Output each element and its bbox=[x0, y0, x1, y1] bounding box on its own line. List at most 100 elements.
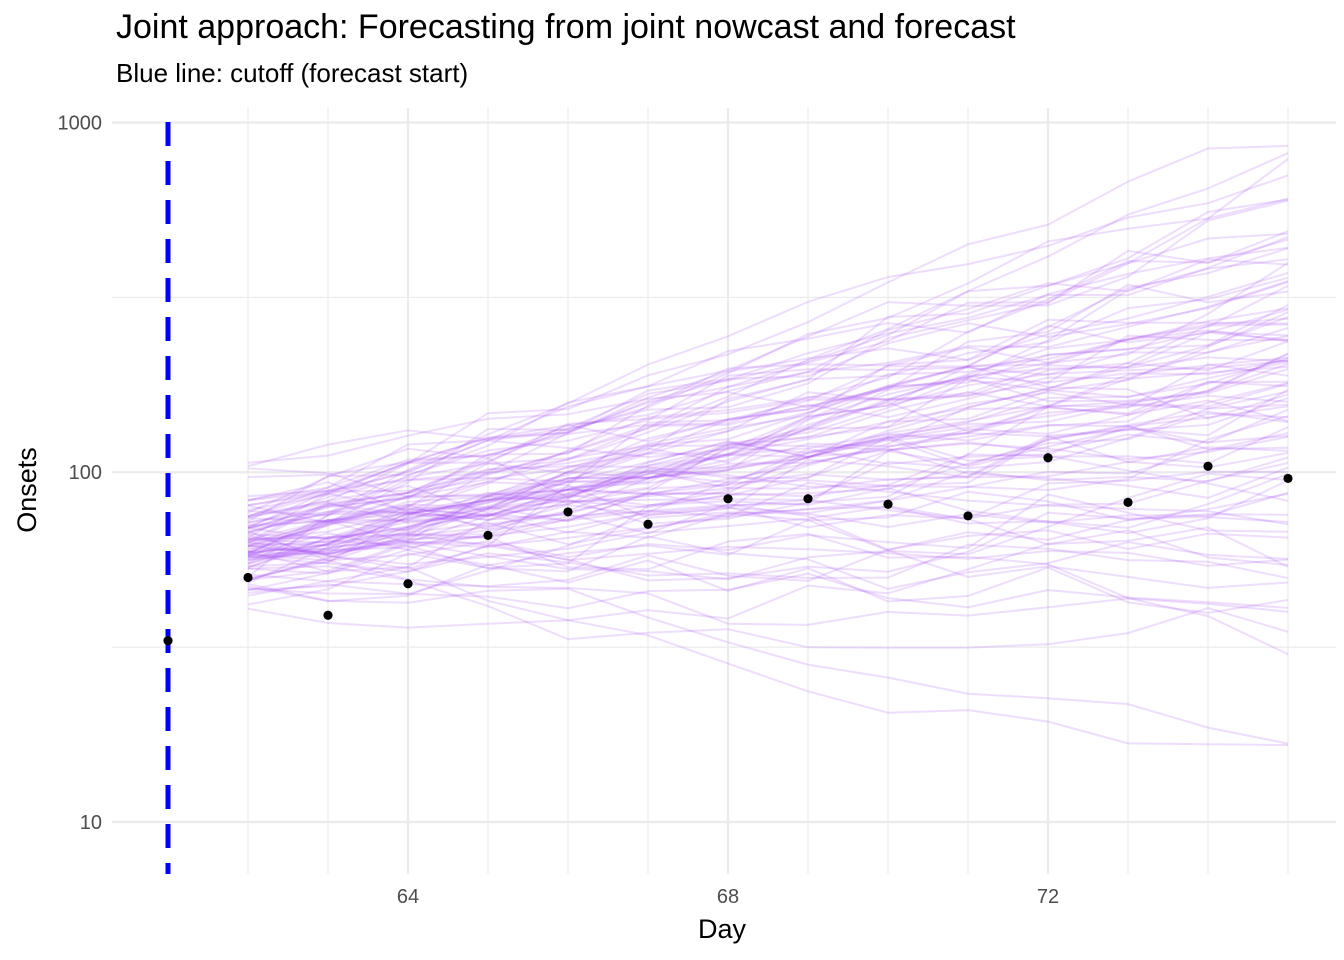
forecast-sample-line bbox=[247, 410, 1289, 544]
forecast-sample-line bbox=[247, 526, 1289, 629]
observed-point bbox=[563, 507, 573, 517]
forecast-sample-line bbox=[247, 423, 1289, 533]
forecast-sample-line bbox=[247, 519, 1289, 589]
forecast-sample-line bbox=[247, 382, 1289, 565]
forecast-sample-line bbox=[247, 550, 1289, 746]
observed-point bbox=[163, 636, 173, 646]
forecast-sample-line bbox=[247, 174, 1289, 533]
forecast-sample-line bbox=[247, 572, 1289, 610]
observed-point bbox=[723, 494, 733, 504]
forecast-sample-line bbox=[247, 258, 1289, 528]
observed-point bbox=[963, 511, 973, 521]
forecast-sample-line bbox=[247, 543, 1289, 591]
forecast-sample-line bbox=[247, 472, 1289, 542]
forecast-sample-line bbox=[247, 490, 1289, 546]
forecast-sample-line bbox=[247, 553, 1289, 626]
forecast-sample-line bbox=[247, 152, 1289, 529]
forecast-sample-line bbox=[247, 363, 1289, 584]
forecast-sample-line bbox=[247, 261, 1289, 597]
forecast-sample-line bbox=[247, 353, 1289, 554]
forecast-sample-line bbox=[247, 462, 1289, 592]
forecast-sample-line bbox=[247, 399, 1289, 541]
y-tick-label: 10 bbox=[80, 812, 102, 834]
forecast-sample-line bbox=[247, 397, 1289, 565]
forecast-sample-line bbox=[247, 331, 1289, 569]
forecast-sample-line bbox=[247, 412, 1289, 581]
observed-point bbox=[483, 530, 493, 540]
forecast-sample-lines bbox=[247, 144, 1289, 746]
forecast-sample-line bbox=[247, 258, 1289, 514]
observed-point bbox=[1283, 473, 1293, 484]
forecast-sample-line bbox=[247, 246, 1289, 518]
forecast-sample-line bbox=[247, 403, 1289, 527]
observed-point bbox=[883, 499, 893, 509]
forecast-sample-line bbox=[247, 230, 1289, 468]
forecast-sample-line bbox=[247, 535, 1289, 590]
forecast-sample-line bbox=[247, 271, 1289, 507]
x-tick-label: 64 bbox=[397, 886, 419, 908]
forecast-sample-line bbox=[247, 316, 1289, 518]
forecast-sample-line bbox=[247, 433, 1289, 524]
forecast-sample-line bbox=[247, 356, 1289, 553]
forecast-sample-line bbox=[247, 540, 1289, 567]
forecast-sample-line bbox=[247, 327, 1289, 523]
forecast-sample-line bbox=[247, 559, 1289, 614]
chart-subtitle: Blue line: cutoff (forecast start) bbox=[116, 58, 469, 88]
forecast-sample-line bbox=[247, 358, 1289, 511]
forecast-sample-line bbox=[247, 363, 1289, 547]
forecast-sample-line bbox=[247, 247, 1289, 581]
forecast-sample-line bbox=[247, 281, 1289, 502]
observed-point bbox=[1043, 453, 1053, 463]
forecast-sample-line bbox=[247, 565, 1289, 649]
forecast-sample-line bbox=[247, 394, 1289, 517]
forecast-sample-line bbox=[247, 513, 1289, 588]
x-axis-title: Day bbox=[698, 914, 747, 944]
forecast-sample-line bbox=[247, 432, 1289, 580]
forecast-sample-line bbox=[247, 432, 1289, 498]
forecast-sample-line bbox=[247, 361, 1289, 464]
gridlines bbox=[112, 108, 1336, 874]
forecast-sample-line bbox=[247, 334, 1289, 564]
forecast-sample-line bbox=[247, 511, 1289, 582]
forecast-sample-line bbox=[247, 280, 1289, 568]
y-tick-label: 100 bbox=[69, 462, 102, 484]
forecast-sample-line bbox=[247, 276, 1289, 552]
forecast-sample-line bbox=[247, 380, 1289, 568]
forecast-sample-line bbox=[247, 330, 1289, 478]
forecast-sample-line bbox=[247, 329, 1289, 554]
forecast-sample-line bbox=[247, 426, 1289, 530]
forecast-sample-line bbox=[247, 470, 1289, 541]
forecast-sample-line bbox=[247, 532, 1289, 656]
forecast-sample-line bbox=[247, 238, 1289, 539]
forecast-sample-line bbox=[247, 334, 1289, 555]
forecast-sample-line bbox=[247, 323, 1289, 606]
forecast-sample-line bbox=[247, 415, 1289, 519]
observed-point bbox=[803, 494, 813, 504]
observed-point bbox=[1123, 497, 1133, 507]
forecast-sample-line bbox=[247, 340, 1289, 517]
forecast-sample-line bbox=[247, 308, 1289, 535]
forecast-sample-line bbox=[247, 472, 1289, 581]
forecast-sample-line bbox=[247, 365, 1289, 575]
axes: Day Onsets 64 68 72 10 100 1000 bbox=[12, 112, 1059, 944]
forecast-sample-line bbox=[247, 284, 1289, 530]
forecast-sample-line bbox=[247, 435, 1289, 529]
forecast-sample-line bbox=[247, 390, 1289, 547]
forecast-sample-line bbox=[247, 481, 1289, 551]
observed-point bbox=[1203, 461, 1213, 471]
observed-points bbox=[163, 453, 1293, 646]
forecast-sample-line bbox=[247, 307, 1289, 524]
x-tick-label: 72 bbox=[1037, 886, 1059, 908]
forecast-sample-line bbox=[247, 311, 1289, 557]
forecast-sample-line bbox=[247, 317, 1289, 557]
forecast-sample-line bbox=[247, 197, 1289, 501]
forecast-sample-line bbox=[247, 144, 1289, 519]
observed-point bbox=[323, 610, 333, 620]
forecast-sample-line bbox=[247, 453, 1289, 559]
forecast-sample-line bbox=[247, 380, 1289, 545]
forecast-sample-line bbox=[247, 283, 1289, 573]
forecast-sample-line bbox=[247, 365, 1289, 540]
forecast-sample-line bbox=[247, 352, 1289, 561]
observed-point bbox=[243, 572, 253, 583]
